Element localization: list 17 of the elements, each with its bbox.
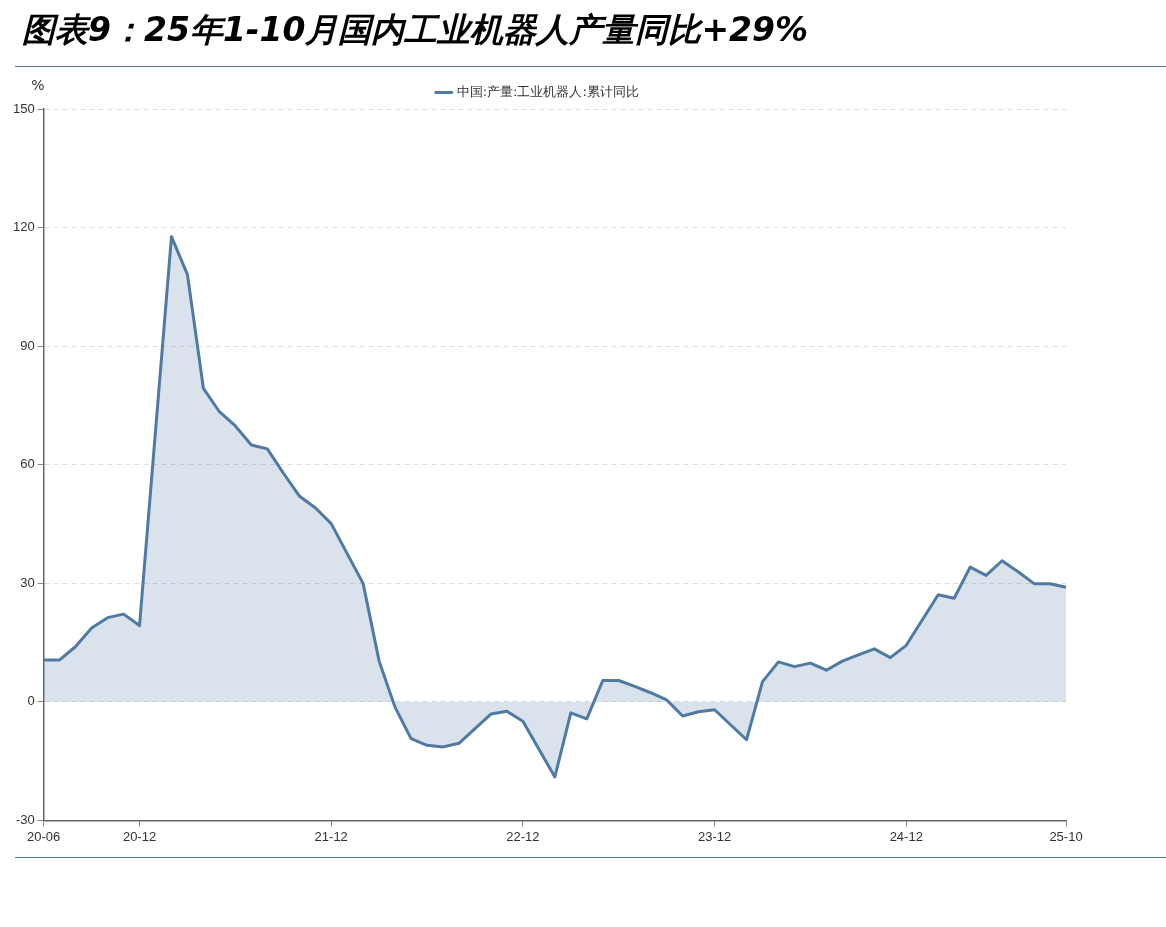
x-tick-label: 23-12 xyxy=(697,828,732,844)
chart-title: 图表9：25年1-10月国内工业机器人产量同比+29% xyxy=(22,9,809,51)
y-tick-label: 0 xyxy=(27,693,35,709)
y-tick-label: 120 xyxy=(12,219,35,235)
y-tick-label: 30 xyxy=(20,574,35,590)
legend-label: 中国:产量:工业机器人:累计同比 xyxy=(456,83,639,99)
x-tick-label: 25-10 xyxy=(1049,828,1083,844)
x-tick-label: 20-12 xyxy=(122,828,157,844)
x-tick-label: 20-06 xyxy=(27,828,61,844)
y-tick-label: 150 xyxy=(12,100,35,116)
y-tick-label: -30 xyxy=(15,811,35,827)
x-tick-label: 21-12 xyxy=(314,828,348,844)
y-axis-title: % xyxy=(31,76,45,93)
x-tick-label: 24-12 xyxy=(889,828,923,844)
y-tick-label: 60 xyxy=(20,456,35,472)
x-tick-label: 22-12 xyxy=(506,828,540,844)
y-tick-label: 90 xyxy=(20,337,35,353)
